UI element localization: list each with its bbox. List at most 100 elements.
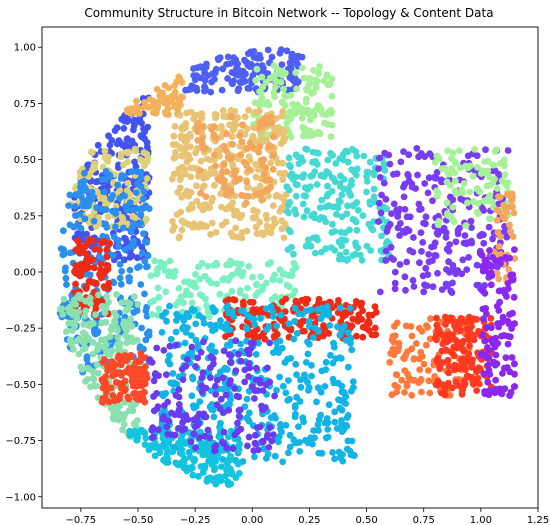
data-point [203, 155, 211, 163]
data-point [188, 343, 196, 351]
data-point [406, 213, 414, 221]
data-point [480, 239, 488, 247]
data-point [302, 242, 310, 250]
data-point [154, 403, 162, 410]
data-point [457, 164, 464, 172]
data-point [271, 83, 279, 91]
data-point [335, 448, 343, 456]
data-point [85, 255, 92, 263]
data-point [57, 305, 64, 313]
data-point [262, 114, 270, 122]
data-point [59, 311, 67, 318]
data-point [269, 166, 277, 173]
data-point [459, 337, 467, 345]
data-point [151, 371, 159, 379]
data-point [447, 348, 455, 356]
data-point [178, 365, 186, 373]
data-point [359, 212, 367, 220]
axes-frame [41, 26, 539, 509]
y-tick-label: 0.25 [14, 211, 36, 222]
data-point [155, 305, 163, 313]
data-point [417, 377, 424, 385]
data-point [390, 256, 397, 263]
data-point [386, 160, 394, 168]
data-point [383, 238, 391, 245]
data-point [371, 303, 379, 310]
data-point [89, 278, 96, 286]
data-point [185, 86, 193, 93]
data-point [309, 334, 317, 341]
data-point [344, 256, 352, 263]
data-point [165, 439, 173, 447]
data-point [266, 176, 274, 184]
data-point [136, 390, 144, 397]
data-point [256, 379, 264, 387]
data-point [184, 464, 192, 472]
data-point [107, 384, 115, 392]
data-point [111, 370, 118, 378]
data-point [173, 460, 181, 468]
data-point [326, 322, 334, 329]
data-point [182, 120, 190, 128]
data-point [118, 267, 125, 275]
data-point [314, 421, 322, 429]
data-point [506, 333, 514, 341]
data-point [227, 186, 235, 194]
data-point [116, 194, 124, 202]
data-point [186, 281, 194, 288]
data-point [475, 187, 482, 194]
data-point [250, 124, 258, 132]
data-point [459, 346, 466, 353]
data-point [387, 243, 395, 251]
data-point [509, 271, 517, 279]
data-point [85, 336, 93, 343]
data-point [76, 272, 84, 280]
data-point [82, 331, 89, 338]
data-point [207, 374, 214, 382]
data-point [106, 333, 114, 341]
data-point [474, 374, 482, 382]
data-point [219, 374, 227, 382]
data-point [146, 96, 154, 103]
data-point [282, 389, 290, 397]
data-point [163, 423, 171, 431]
data-point [461, 232, 469, 239]
data-point [223, 61, 230, 68]
data-point [211, 156, 218, 164]
data-point [177, 440, 185, 448]
data-point [386, 220, 394, 228]
data-point [307, 306, 315, 314]
data-point [347, 192, 355, 199]
data-point [212, 382, 219, 390]
data-point [66, 221, 74, 229]
data-point [229, 141, 237, 148]
data-point [291, 304, 299, 312]
data-point [488, 263, 496, 270]
data-point [131, 116, 139, 124]
data-point [142, 336, 150, 344]
data-point [200, 319, 208, 327]
data-point [165, 352, 173, 360]
data-point [96, 193, 104, 201]
data-point [279, 108, 287, 115]
data-point [375, 218, 382, 226]
data-point [202, 295, 209, 303]
data-point [480, 207, 487, 214]
data-point [348, 346, 356, 354]
data-point [496, 160, 504, 167]
data-point [305, 317, 313, 325]
data-point [150, 297, 158, 305]
data-point [276, 373, 283, 381]
data-point [304, 82, 312, 90]
data-point [242, 293, 249, 301]
data-point [375, 165, 382, 173]
data-point [299, 200, 307, 208]
data-point [62, 274, 70, 282]
data-point [86, 271, 94, 279]
data-point [438, 389, 445, 397]
data-point [469, 172, 477, 180]
data-point [434, 269, 441, 277]
data-point [62, 328, 70, 336]
data-point [469, 315, 477, 322]
data-point [352, 298, 360, 305]
